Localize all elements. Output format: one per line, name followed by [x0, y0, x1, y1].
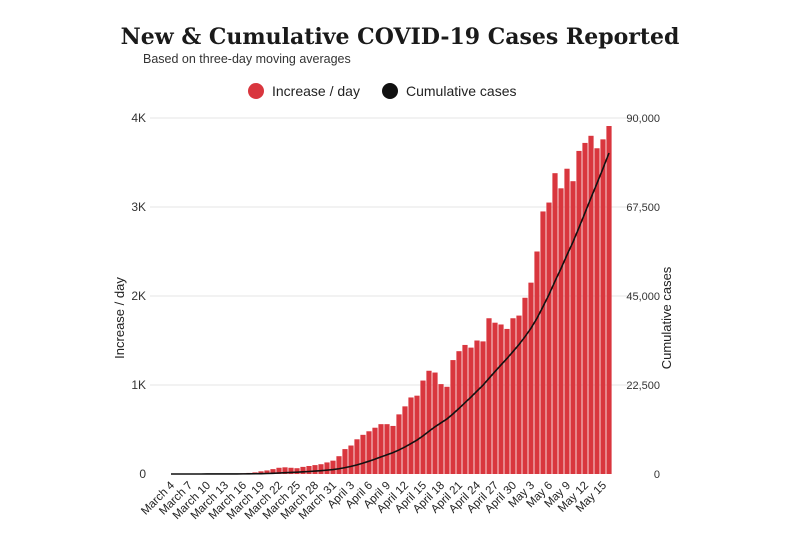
left-tick-label: 3K: [131, 200, 146, 214]
bar: [528, 282, 534, 474]
bars-increase-per-day: [198, 126, 612, 475]
legend-label-increase: Increase / day: [272, 83, 360, 99]
y-axis-right-label: Cumulative cases: [659, 266, 674, 369]
left-tick-label: 4K: [131, 111, 146, 125]
bar: [438, 384, 444, 474]
legend: Increase / day Cumulative cases: [248, 83, 517, 99]
bar: [276, 467, 282, 474]
bar: [606, 126, 612, 474]
bar: [462, 344, 468, 474]
bar: [318, 464, 324, 474]
bar: [408, 397, 414, 474]
bar: [498, 324, 504, 474]
bar: [564, 168, 570, 475]
bar: [426, 370, 432, 474]
bar: [354, 439, 360, 474]
bar: [348, 445, 354, 474]
bar: [390, 425, 396, 474]
bar: [516, 315, 522, 474]
bar: [396, 414, 402, 474]
bar: [546, 202, 552, 475]
bar: [456, 351, 462, 474]
bar: [282, 467, 288, 474]
bar: [384, 424, 390, 474]
bar: [288, 467, 294, 474]
right-axis: 0 22,500 45,000 67,500 90,000: [626, 113, 660, 481]
bar: [402, 406, 408, 474]
bar: [414, 395, 420, 474]
y-axis-left-label: Increase / day: [112, 277, 127, 359]
cumulative-line: [171, 152, 610, 475]
bar: [540, 211, 546, 474]
left-tick-label: 2K: [131, 289, 146, 303]
right-tick-label: 22,500: [626, 380, 660, 392]
bar: [366, 431, 372, 474]
bar: [378, 424, 384, 474]
bar: [594, 148, 600, 474]
bar: [486, 318, 492, 474]
right-tick-label: 90,000: [626, 113, 660, 125]
bar: [258, 471, 264, 474]
bar: [342, 449, 348, 474]
left-tick-label: 0: [139, 467, 146, 481]
bar: [372, 427, 378, 474]
bar: [468, 347, 474, 474]
bar: [432, 372, 438, 474]
bar: [294, 468, 300, 474]
bar: [312, 465, 318, 474]
bar: [600, 139, 606, 475]
bar: [588, 135, 594, 475]
bar: [474, 340, 480, 474]
bar: [264, 470, 270, 474]
bar: [450, 360, 456, 474]
bar: [504, 328, 510, 474]
bar: [522, 297, 528, 474]
left-tick-label: 1K: [131, 378, 146, 392]
bar: [582, 142, 588, 475]
cumulative-line-group: [171, 152, 610, 475]
bar: [360, 434, 366, 474]
bar: [324, 462, 330, 474]
bar: [534, 251, 540, 474]
bar: [492, 322, 498, 474]
bar: [420, 380, 426, 474]
bar: [510, 318, 516, 474]
bar: [570, 181, 576, 474]
bar: [336, 456, 342, 474]
bar: [306, 465, 312, 474]
right-tick-label: 45,000: [626, 291, 660, 303]
legend-label-cumulative: Cumulative cases: [406, 83, 517, 99]
left-axis: 0 1K 2K 3K 4K: [131, 111, 146, 481]
bar: [552, 173, 558, 474]
bar: [330, 460, 336, 474]
bar: [558, 188, 564, 474]
chart-title: New & Cumulative COVID-19 Cases Reported: [121, 24, 680, 50]
gridlines: [150, 117, 640, 386]
right-tick-label: 0: [654, 469, 660, 481]
right-tick-label: 67,500: [626, 202, 660, 214]
bar: [270, 469, 276, 474]
legend-marker-cumulative: [382, 83, 398, 99]
bar: [300, 466, 306, 474]
bar: [576, 150, 582, 474]
chart-subtitle: Based on three-day moving averages: [143, 52, 351, 66]
bar: [444, 386, 450, 474]
bar: [480, 341, 486, 474]
legend-marker-increase: [248, 83, 264, 99]
